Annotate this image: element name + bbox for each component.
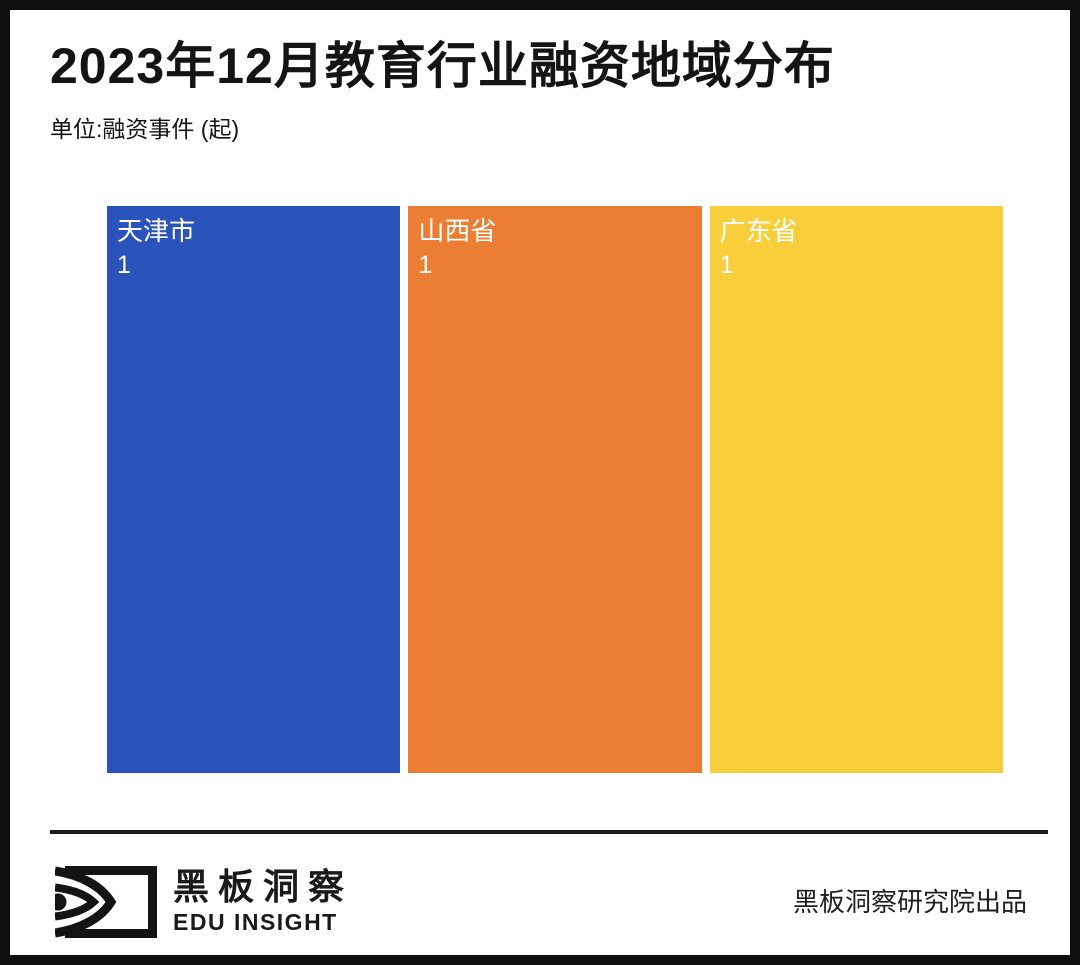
treemap-cell[interactable]: 山西省 1: [408, 206, 702, 773]
credit-text: 黑板洞察研究院出品: [792, 887, 1027, 917]
unit-label: 单位:融资事件 (起): [50, 116, 240, 142]
page-title: 2023年12月教育行业融资地域分布: [50, 38, 835, 94]
treemap-cell-value-label: 1: [117, 251, 131, 280]
treemap-cell-region-label: 广东省: [719, 216, 798, 246]
treemap-cell-region-label: 天津市: [117, 216, 196, 246]
treemap-cell-value-label: 1: [719, 251, 734, 280]
treemap-cell[interactable]: 广东省 1: [709, 206, 1003, 773]
brand-logo-text: 黑板洞察 EDU INSIGHT: [173, 868, 353, 936]
treemap-cell[interactable]: 天津市 1: [107, 206, 401, 773]
treemap: 天津市 1 山西省 1 广东省 1: [107, 206, 1003, 773]
brand-name-cn: 黑板洞察: [173, 866, 354, 908]
treemap-cell-value-label: 1: [418, 251, 433, 280]
footer-divider: [50, 830, 1048, 834]
chart-header: 2023年12月教育行业融资地域分布 单位:融资事件 (起): [50, 36, 835, 144]
brand-name-en: EDU INSIGHT: [173, 908, 338, 935]
eye-logo-icon: [55, 866, 157, 938]
brand-logo: 黑板洞察 EDU INSIGHT: [55, 866, 353, 938]
treemap-cell-region-label: 山西省: [418, 216, 497, 246]
